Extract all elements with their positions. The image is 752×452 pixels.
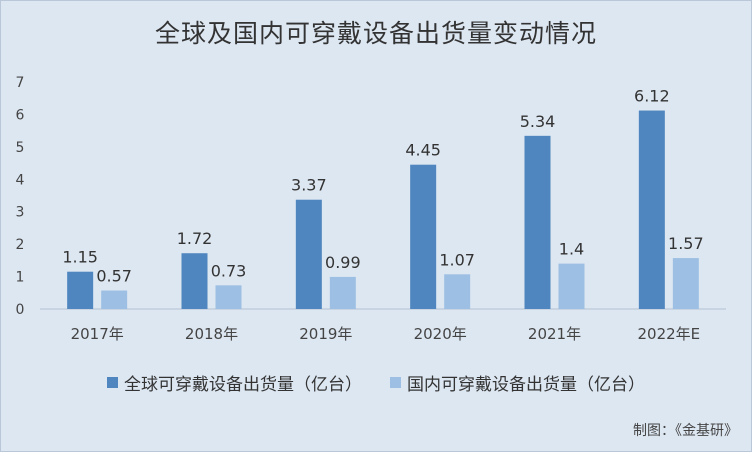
- y-tick-label-1: 1: [16, 270, 25, 286]
- data-label-s0-4: 5.34: [520, 112, 556, 131]
- data-label-s0-3: 4.45: [405, 141, 441, 160]
- data-label-s1-1: 0.73: [211, 261, 247, 280]
- y-tick-label-2: 2: [16, 237, 25, 253]
- x-tick-label-0: 2017年: [71, 325, 124, 343]
- data-label-s0-2: 3.37: [291, 176, 327, 195]
- bar-s0-4: [524, 135, 551, 309]
- chart-legend: 全球可穿戴设备出货量（亿台） 国内可穿戴设备出货量（亿台）: [0, 370, 752, 395]
- legend-swatch-global: [107, 377, 118, 388]
- data-label-s0-0: 1.15: [62, 248, 98, 267]
- y-tick-label-7: 7: [16, 75, 25, 91]
- y-tick-label-3: 3: [16, 205, 25, 221]
- x-tick-label-5: 2022年E: [638, 325, 701, 343]
- data-label-s1-3: 1.07: [439, 250, 475, 269]
- bar-s1-1: [215, 285, 242, 309]
- y-tick-label-6: 6: [16, 107, 25, 123]
- legend-swatch-domestic: [390, 377, 401, 388]
- x-tick-label-4: 2021年: [528, 325, 581, 343]
- chart-title: 全球及国内可穿戴设备出货量变动情况: [154, 19, 597, 48]
- data-label-s0-1: 1.72: [177, 229, 213, 248]
- bar-s0-0: [67, 271, 94, 309]
- legend-item-global: 全球可穿戴设备出货量（亿台）: [107, 370, 362, 395]
- x-tick-label-2: 2019年: [299, 325, 352, 343]
- legend-label-global: 全球可穿戴设备出货量（亿台）: [124, 375, 362, 395]
- bar-s1-3: [444, 274, 471, 309]
- data-label-s1-2: 0.99: [325, 253, 361, 272]
- x-tick-label-1: 2018年: [185, 325, 238, 343]
- bar-s1-0: [101, 290, 128, 309]
- bar-s0-1: [181, 253, 208, 309]
- data-label-s0-5: 6.12: [634, 87, 670, 106]
- bar-s1-4: [558, 263, 585, 309]
- data-label-s1-0: 0.57: [96, 267, 132, 286]
- bar-s1-5: [672, 258, 699, 309]
- y-tick-label-4: 4: [16, 172, 25, 188]
- y-tick-label-0: 0: [16, 302, 25, 318]
- y-tick-label-5: 5: [16, 140, 25, 156]
- bar-s0-2: [295, 199, 322, 309]
- legend-label-domestic: 国内可穿戴设备出货量（亿台）: [407, 375, 645, 395]
- bar-s1-2: [329, 276, 356, 309]
- data-label-s1-5: 1.57: [668, 234, 704, 253]
- x-tick-label-3: 2020年: [414, 325, 467, 343]
- data-label-s1-4: 1.4: [559, 240, 584, 259]
- chart-credit: 制图：《金基研》: [633, 423, 738, 439]
- bar-s0-3: [410, 164, 437, 309]
- bar-s0-5: [638, 110, 665, 309]
- legend-item-domestic: 国内可穿戴设备出货量（亿台）: [390, 370, 645, 395]
